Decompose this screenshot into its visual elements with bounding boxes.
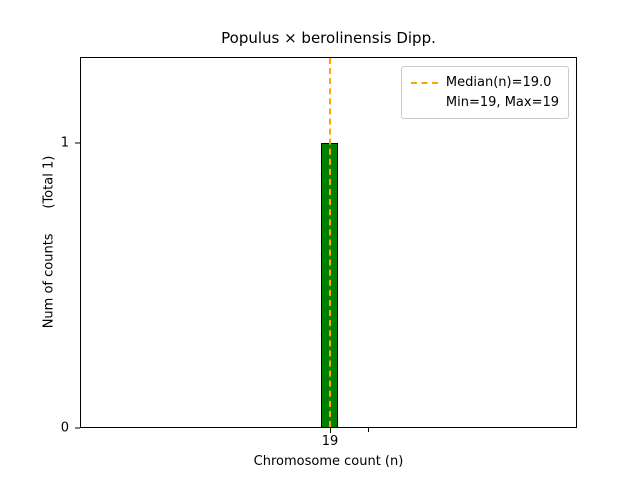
y-tick-label: 1	[60, 135, 69, 151]
x-axis: 19	[80, 428, 577, 454]
legend: Median(n)=19.0 Min=19, Max=19	[400, 66, 569, 119]
x-axis-label: Chromosome count (n)	[253, 454, 404, 469]
legend-entry-minmax: Min=19, Max=19	[411, 94, 559, 111]
x-tick-label: 19	[321, 434, 339, 449]
median-dashed-line-icon	[410, 81, 438, 84]
plot-area: Median(n)=19.0 Min=19, Max=19	[80, 57, 577, 428]
legend-label-minmax: Min=19, Max=19	[445, 95, 559, 110]
chart-title: Populus × berolinensis Dipp.	[221, 29, 436, 47]
legend-label-median: Median(n)=19.0	[445, 75, 552, 90]
x-tick-mark	[329, 428, 331, 433]
median-line	[328, 58, 331, 427]
x-minor-tick-mark	[368, 428, 370, 432]
y-tick-mark	[75, 427, 80, 429]
y-tick-label: 0	[60, 420, 69, 436]
legend-entry-median: Median(n)=19.0	[410, 74, 559, 91]
y-tick-mark	[75, 142, 80, 144]
